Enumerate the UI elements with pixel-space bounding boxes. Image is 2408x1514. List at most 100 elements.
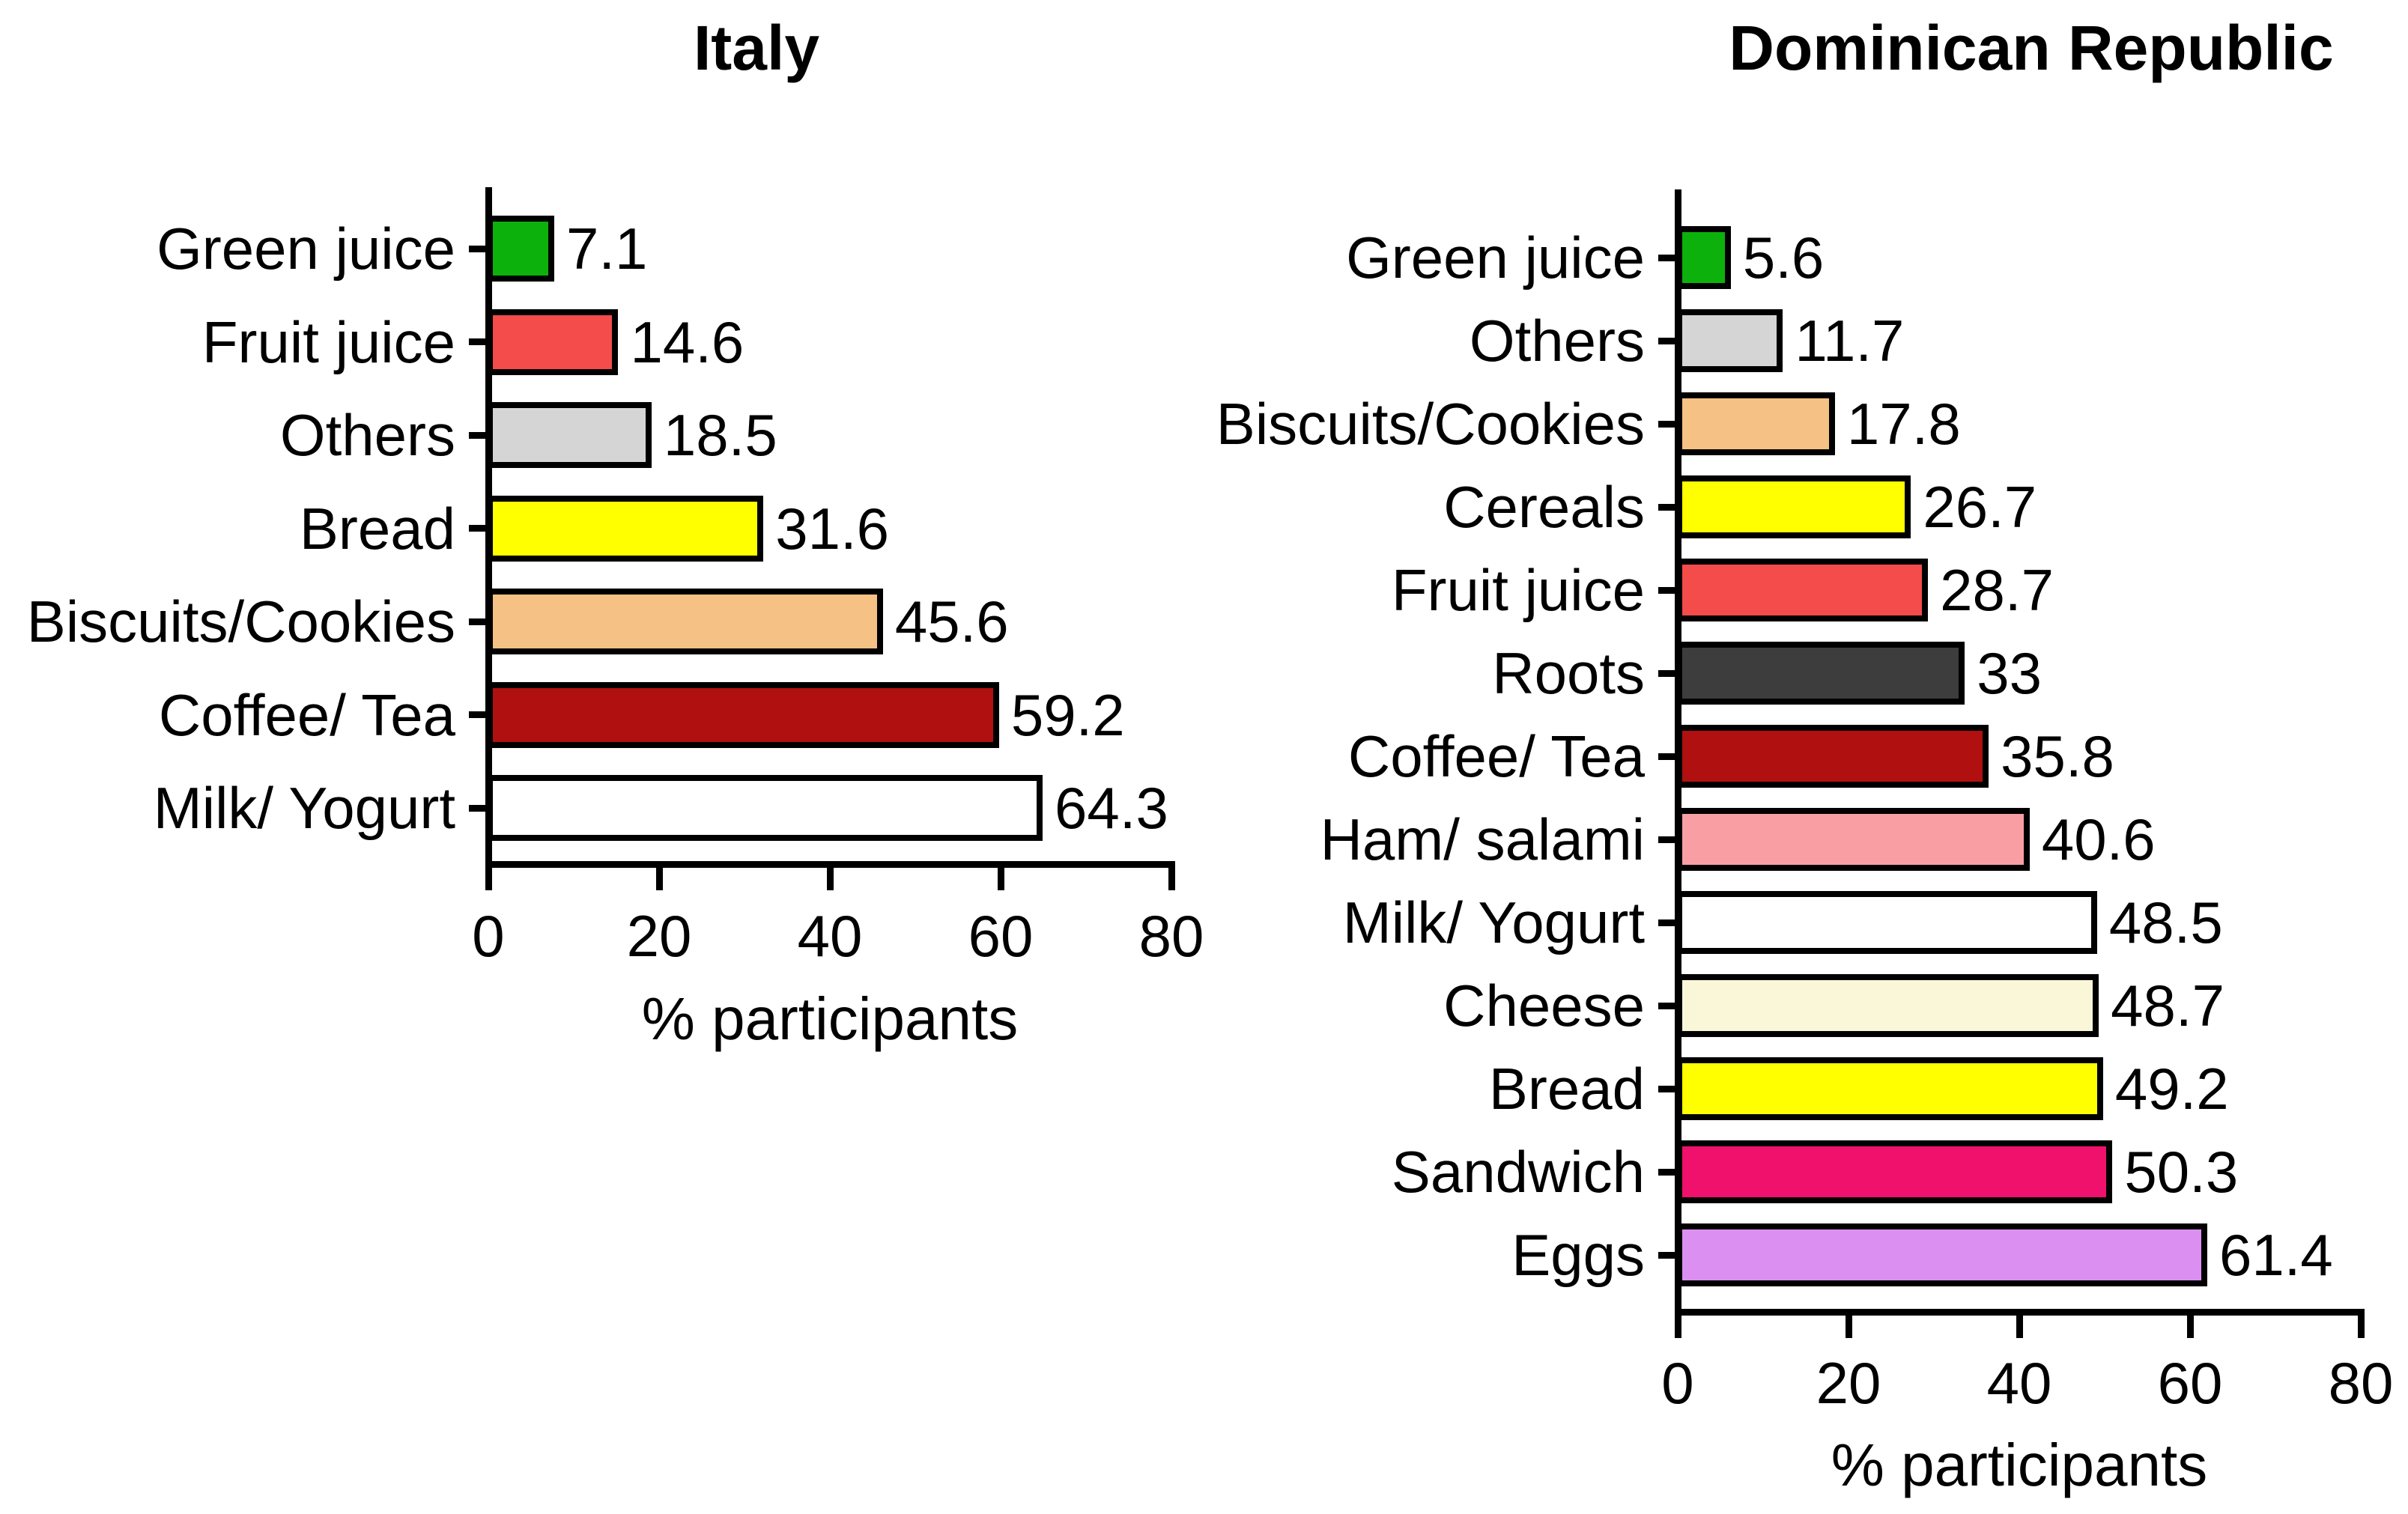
category-label-green-juice: Green juice bbox=[157, 216, 455, 282]
x-axis-tick-60 bbox=[997, 868, 1004, 890]
value-label-bread: 49.2 bbox=[2114, 1056, 2229, 1122]
chart-title-dominican-republic: Dominican Republic bbox=[1729, 13, 2334, 83]
x-axis-tick-label-0: 0 bbox=[1661, 1350, 1694, 1416]
category-label-cereals: Cereals bbox=[1443, 474, 1645, 540]
category-label-cheese: Cheese bbox=[1443, 973, 1645, 1039]
category-tick-others bbox=[1658, 337, 1675, 344]
value-label-ham-salami: 40.6 bbox=[2041, 806, 2156, 872]
bar-milk-yogurt bbox=[487, 775, 1043, 841]
x-axis-tick-80 bbox=[2357, 1316, 2365, 1338]
value-label-coffee-tea: 59.2 bbox=[1010, 681, 1125, 748]
value-label-bread: 31.6 bbox=[775, 495, 890, 562]
x-axis-tick-label-80: 80 bbox=[1138, 903, 1204, 969]
bar-others bbox=[487, 402, 652, 468]
x-axis-tick-40 bbox=[2016, 1316, 2023, 1338]
category-tick-milk-yogurt bbox=[1658, 919, 1675, 926]
category-tick-coffee-tea bbox=[469, 711, 485, 718]
bar-milk-yogurt bbox=[1676, 891, 2097, 954]
value-label-others: 18.5 bbox=[663, 402, 777, 468]
category-tick-bread bbox=[469, 525, 485, 532]
x-axis-tick-0 bbox=[1674, 1316, 1681, 1338]
category-tick-cereals bbox=[1658, 503, 1675, 511]
bar-others bbox=[1676, 309, 1783, 372]
category-label-others: Others bbox=[279, 402, 455, 468]
category-label-fruit-juice: Fruit juice bbox=[1391, 557, 1645, 623]
category-tick-coffee-tea bbox=[1658, 753, 1675, 760]
bar-cereals bbox=[1676, 475, 1911, 538]
x-axis-tick-80 bbox=[1168, 868, 1175, 890]
category-tick-fruit-juice bbox=[1658, 586, 1675, 594]
category-tick-green-juice bbox=[469, 245, 485, 252]
bar-biscuits-cookies bbox=[487, 589, 883, 654]
category-label-ham-salami: Ham/ salami bbox=[1320, 806, 1645, 872]
x-axis-tick-label-40: 40 bbox=[1986, 1350, 2052, 1416]
value-label-fruit-juice: 14.6 bbox=[630, 308, 744, 375]
category-tick-milk-yogurt bbox=[469, 804, 485, 812]
value-label-others: 11.7 bbox=[1795, 308, 1905, 374]
category-tick-bread bbox=[1658, 1085, 1675, 1092]
x-axis-line bbox=[485, 861, 1175, 868]
value-label-biscuits-cookies: 17.8 bbox=[1846, 391, 1961, 457]
x-axis-tick-0 bbox=[485, 868, 492, 890]
value-label-green-juice: 7.1 bbox=[565, 216, 648, 282]
category-tick-roots bbox=[1658, 669, 1675, 677]
bar-eggs bbox=[1676, 1223, 2207, 1286]
category-label-roots: Roots bbox=[1492, 640, 1645, 706]
category-label-bread: Bread bbox=[299, 495, 455, 562]
category-label-biscuits-cookies: Biscuits/Cookies bbox=[26, 589, 455, 654]
value-label-eggs: 61.4 bbox=[2219, 1222, 2333, 1288]
category-label-fruit-juice: Fruit juice bbox=[201, 308, 455, 375]
x-axis-tick-label-60: 60 bbox=[968, 903, 1034, 969]
category-label-coffee-tea: Coffee/ Tea bbox=[158, 681, 455, 748]
x-axis-tick-label-20: 20 bbox=[626, 903, 692, 969]
x-axis-tick-20 bbox=[655, 868, 663, 890]
value-label-sandwich: 50.3 bbox=[2124, 1139, 2239, 1205]
category-tick-ham-salami bbox=[1658, 836, 1675, 843]
bar-ham-salami bbox=[1676, 808, 2030, 871]
x-axis-label: % participants bbox=[641, 985, 1019, 1052]
bar-sandwich bbox=[1676, 1140, 2113, 1203]
category-label-eggs: Eggs bbox=[1511, 1222, 1645, 1288]
bar-fruit-juice bbox=[487, 308, 619, 375]
x-axis-tick-label-0: 0 bbox=[472, 903, 505, 969]
bar-fruit-juice bbox=[1676, 559, 1929, 621]
x-axis-tick-label-40: 40 bbox=[797, 903, 863, 969]
x-axis-tick-60 bbox=[2186, 1316, 2194, 1338]
value-label-fruit-juice: 28.7 bbox=[1940, 557, 2054, 623]
category-label-bread: Bread bbox=[1488, 1056, 1645, 1122]
category-label-green-juice: Green juice bbox=[1346, 225, 1645, 291]
category-tick-biscuits-cookies bbox=[469, 618, 485, 625]
bar-biscuits-cookies bbox=[1676, 392, 1835, 455]
x-axis-line bbox=[1675, 1309, 2365, 1316]
x-axis-tick-40 bbox=[826, 868, 834, 890]
category-tick-others bbox=[469, 431, 485, 439]
bar-green-juice bbox=[487, 216, 554, 282]
category-label-biscuits-cookies: Biscuits/Cookies bbox=[1216, 391, 1645, 457]
category-label-others: Others bbox=[1469, 308, 1645, 374]
bar-coffee-tea bbox=[487, 681, 999, 748]
value-label-coffee-tea: 35.8 bbox=[2001, 723, 2114, 789]
category-label-milk-yogurt: Milk/ Yogurt bbox=[153, 775, 455, 841]
x-axis-tick-label-80: 80 bbox=[2328, 1350, 2394, 1416]
value-label-roots: 33 bbox=[1977, 640, 2042, 706]
category-tick-sandwich bbox=[1658, 1168, 1675, 1176]
value-label-cheese: 48.7 bbox=[2111, 973, 2224, 1039]
value-label-green-juice: 5.6 bbox=[1742, 225, 1825, 291]
bar-bread bbox=[487, 495, 764, 562]
category-label-milk-yogurt: Milk/ Yogurt bbox=[1342, 890, 1645, 955]
bar-bread bbox=[1676, 1057, 2103, 1120]
bar-cheese bbox=[1676, 974, 2099, 1037]
x-axis-label: % participants bbox=[1831, 1432, 2208, 1498]
category-label-sandwich: Sandwich bbox=[1391, 1139, 1645, 1205]
x-axis-tick-20 bbox=[1845, 1316, 1852, 1338]
category-tick-cheese bbox=[1658, 1002, 1675, 1009]
value-label-cereals: 26.7 bbox=[1923, 474, 2037, 540]
category-tick-fruit-juice bbox=[469, 338, 485, 345]
chart-title-italy: Italy bbox=[693, 13, 820, 83]
category-tick-biscuits-cookies bbox=[1658, 420, 1675, 428]
category-tick-green-juice bbox=[1658, 254, 1675, 261]
value-label-milk-yogurt: 48.5 bbox=[2108, 890, 2223, 955]
